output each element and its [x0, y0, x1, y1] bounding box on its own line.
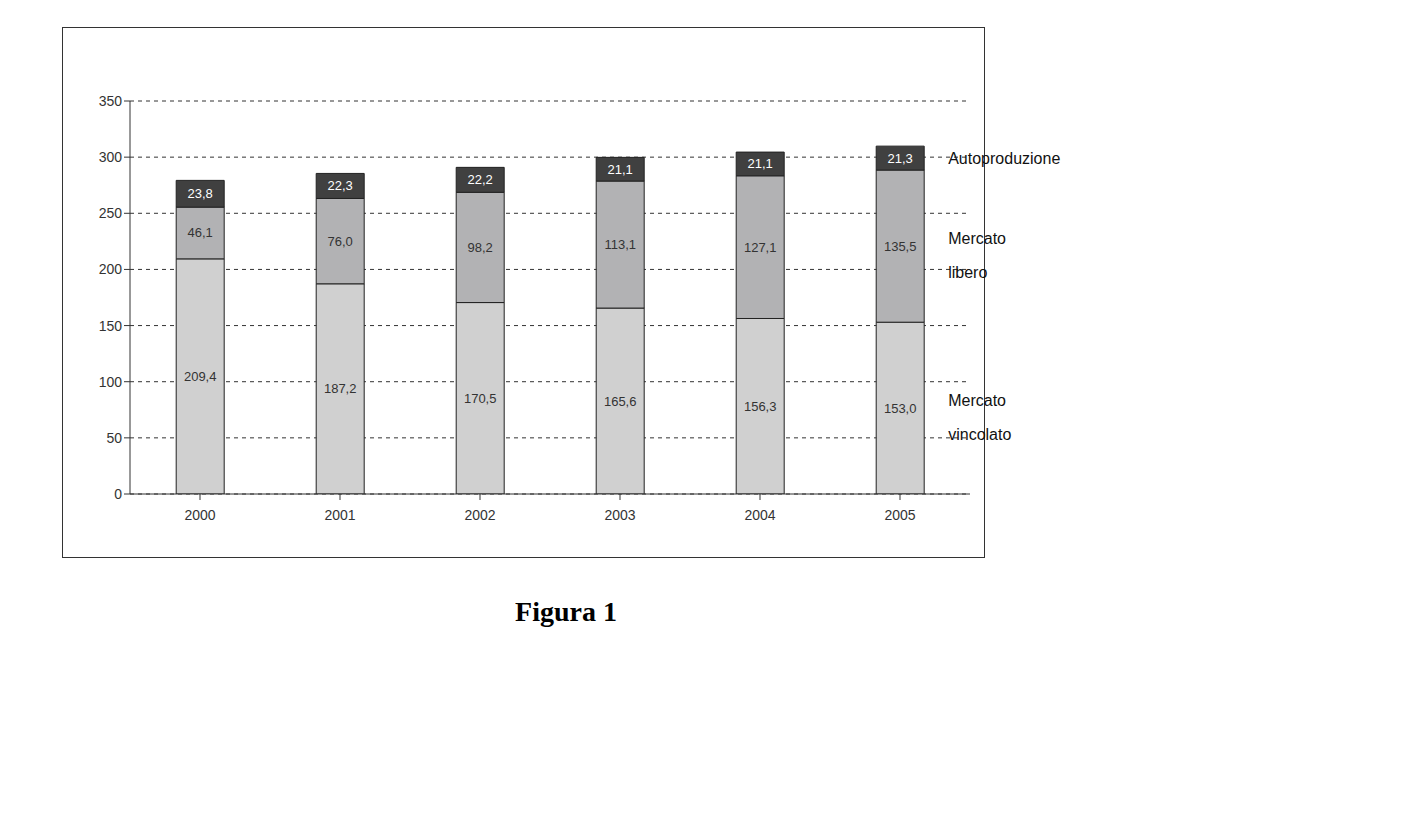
- svg-text:2000: 2000: [184, 507, 215, 523]
- svg-text:170,5: 170,5: [464, 391, 497, 406]
- svg-text:21,1: 21,1: [608, 162, 633, 177]
- svg-text:76,0: 76,0: [328, 234, 353, 249]
- svg-text:300: 300: [99, 149, 123, 165]
- svg-text:2001: 2001: [324, 507, 355, 523]
- svg-text:150: 150: [99, 318, 123, 334]
- svg-text:187,2: 187,2: [324, 381, 357, 396]
- svg-text:Mercatovincolato: Mercatovincolato: [948, 391, 1011, 442]
- svg-text:21,1: 21,1: [748, 156, 773, 171]
- svg-text:153,0: 153,0: [884, 401, 917, 416]
- svg-text:22,2: 22,2: [468, 172, 493, 187]
- svg-text:0: 0: [114, 486, 122, 502]
- svg-text:46,1: 46,1: [188, 225, 213, 240]
- html-text:Figura 1: Figura 1: [515, 596, 617, 627]
- svg-text:50: 50: [106, 430, 122, 446]
- svg-text:209,4: 209,4: [184, 369, 217, 384]
- svg-text:98,2: 98,2: [468, 240, 493, 255]
- svg-text:350: 350: [99, 93, 123, 109]
- svg-text:2002: 2002: [464, 507, 495, 523]
- svg-text:200: 200: [99, 261, 123, 277]
- svg-text:23,8: 23,8: [188, 186, 213, 201]
- svg-text:22,3: 22,3: [328, 178, 353, 193]
- svg-text:165,6: 165,6: [604, 394, 637, 409]
- svg-text:2003: 2003: [604, 507, 635, 523]
- svg-text:Mercatolibero: Mercatolibero: [948, 229, 1006, 280]
- svg-text:21,3: 21,3: [888, 151, 913, 166]
- svg-text:Autoproduzione: Autoproduzione: [948, 150, 1060, 167]
- svg-text:135,5: 135,5: [884, 239, 917, 254]
- svg-text:250: 250: [99, 205, 123, 221]
- svg-text:100: 100: [99, 374, 123, 390]
- svg-text:113,1: 113,1: [604, 237, 636, 252]
- svg-text:2004: 2004: [744, 507, 775, 523]
- svg-text:127,1: 127,1: [744, 240, 777, 255]
- svg-text:2005: 2005: [884, 507, 915, 523]
- svg-text:156,3: 156,3: [744, 399, 777, 414]
